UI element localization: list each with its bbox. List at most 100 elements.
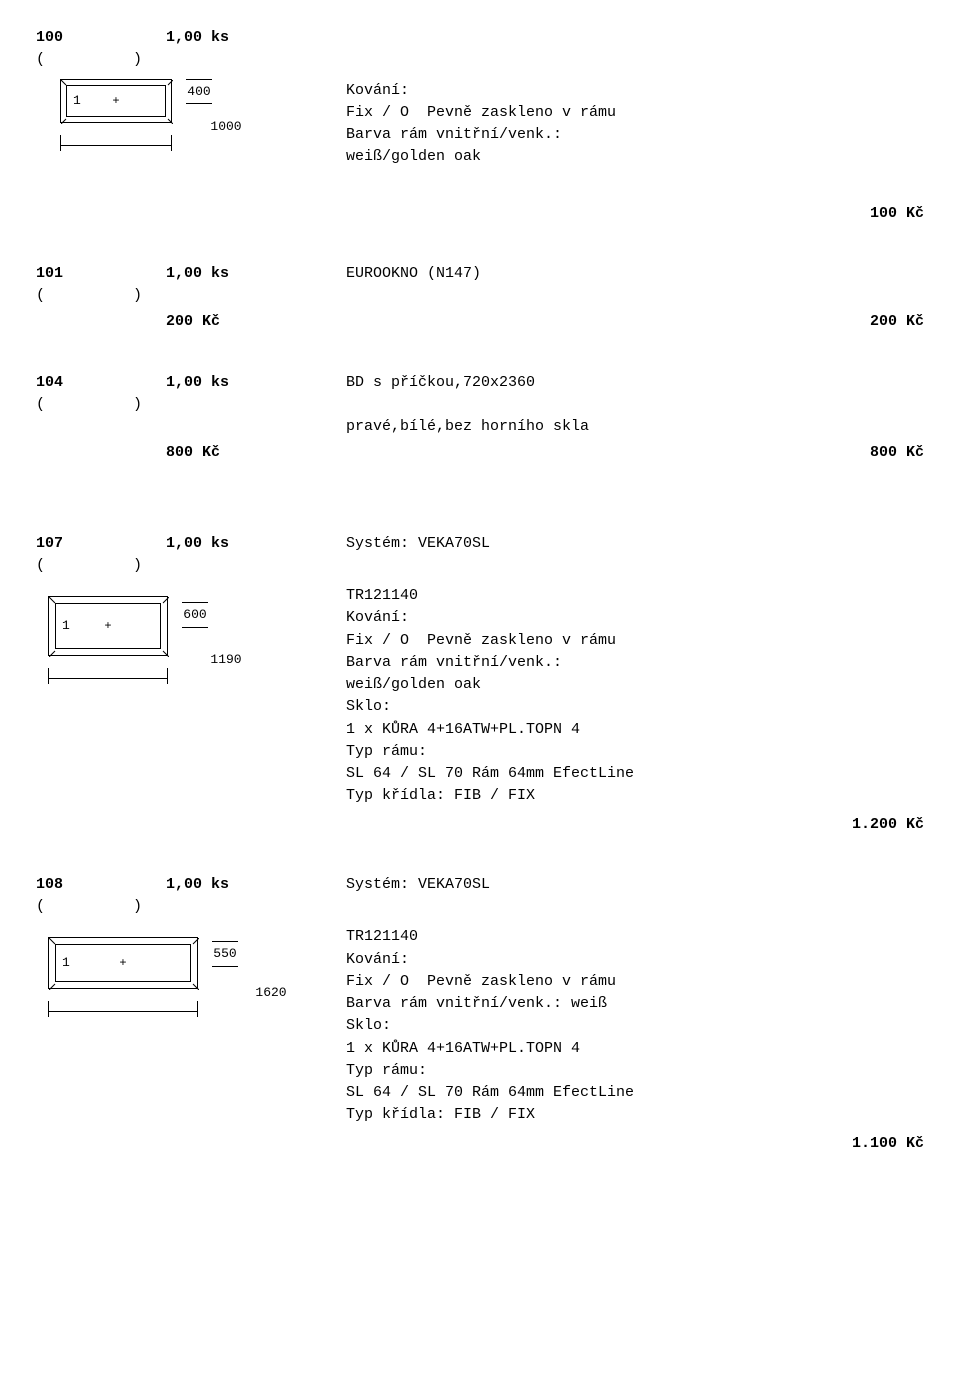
- dim-vertical: 550: [212, 941, 238, 967]
- item-header: 100 1,00 ks: [36, 28, 924, 48]
- description: TR121140 Kování: Fix / O Pevně zaskleno …: [346, 925, 634, 1127]
- window-drawing: 1 + 1000 400: [60, 79, 212, 153]
- price-right: 1.100 Kč: [36, 1134, 924, 1154]
- description: Kování: Fix / O Pevně zaskleno v rámu Ba…: [346, 79, 616, 170]
- subtitle-row: pravé,bílé,bez horního skla: [36, 417, 924, 437]
- crosshair-icon: +: [112, 95, 119, 107]
- description: TR121140 Kování: Fix / O Pevně zaskleno …: [346, 584, 634, 809]
- price-left: 200 Kč: [166, 312, 220, 332]
- item-header: 108 1,00 ks Systém: VEKA70SL: [36, 875, 924, 895]
- item-qty: 1,00 ks: [166, 265, 229, 282]
- dim-horizontal: 1000: [60, 133, 172, 153]
- dim-h-label: 600: [183, 606, 206, 624]
- item-title: Systém: VEKA70SL: [276, 875, 924, 895]
- dim-w-label: 1190: [167, 651, 285, 669]
- paren-right: ): [133, 557, 142, 574]
- item-qty: 1,00 ks: [166, 374, 229, 391]
- item-id: 101: [36, 264, 166, 284]
- desc-line: Barva rám vnitřní/venk.:: [346, 125, 616, 145]
- desc-line: Kování:: [346, 950, 634, 970]
- paren-right: ): [133, 51, 142, 68]
- desc-line: Kování:: [346, 81, 616, 101]
- pane-number: 1: [62, 954, 70, 972]
- dim-horizontal: 1620: [48, 999, 198, 1019]
- desc-line: Typ křídla: FIB / FIX: [346, 786, 634, 806]
- paren-left: (: [36, 557, 45, 574]
- item-title: BD s příčkou,720x2360: [276, 373, 924, 393]
- item-id: 100: [36, 28, 166, 48]
- window-inner: 1 +: [66, 85, 166, 117]
- window-inner: 1 +: [55, 603, 161, 649]
- paren-left: (: [36, 898, 45, 915]
- drawing-col: 1 + 1620 550: [36, 925, 346, 1019]
- dim-horizontal: 1190: [48, 666, 168, 686]
- window-drawing: 1 + 1190 600: [48, 596, 208, 686]
- paren-line: ( ): [36, 556, 924, 576]
- paren-line: ( ): [36, 897, 924, 917]
- desc-line: Kování:: [346, 608, 634, 628]
- desc-line: TR121140: [346, 927, 634, 947]
- pane-number: 1: [73, 92, 81, 110]
- item-108: 108 1,00 ks Systém: VEKA70SL ( ): [36, 875, 924, 1154]
- desc-line: Sklo:: [346, 697, 634, 717]
- item-qty: 1,00 ks: [166, 28, 276, 48]
- item-subtitle: pravé,bílé,bez horního skla: [346, 417, 924, 437]
- dim-h-label: 400: [187, 83, 210, 101]
- item-title: Systém: VEKA70SL: [276, 534, 924, 554]
- item-id: 107: [36, 534, 166, 554]
- paren-left: (: [36, 396, 45, 413]
- paren-right: ): [133, 898, 142, 915]
- price-row: 200 Kč 200 Kč: [36, 312, 924, 332]
- price-row: 800 Kč 800 Kč: [36, 443, 924, 463]
- crosshair-icon: +: [119, 957, 126, 969]
- window-drawing: 1 + 1620 550: [48, 937, 238, 1019]
- desc-line: 1 x KŮRA 4+16ATW+PL.TOPN 4: [346, 720, 634, 740]
- desc-line: Fix / O Pevně zaskleno v rámu: [346, 631, 634, 651]
- paren-line: ( ): [36, 395, 924, 415]
- paren-left: (: [36, 51, 45, 68]
- price-right: 800 Kč: [870, 443, 924, 463]
- content-row: 1 + 1000 400: [36, 79, 924, 170]
- item-104: 104 1,00 ks BD s příčkou,720x2360 ( ) pr…: [36, 373, 924, 464]
- price-left: 800 Kč: [166, 443, 220, 463]
- desc-line: Typ rámu:: [346, 742, 634, 762]
- desc-line: SL 64 / SL 70 Rám 64mm EfectLine: [346, 1083, 634, 1103]
- window-inner: 1 +: [55, 944, 191, 982]
- item-title: EUROOKNO (N147): [276, 264, 924, 284]
- paren-right: ): [133, 396, 142, 413]
- price-right: 200 Kč: [870, 312, 924, 332]
- dim-vertical: 600: [182, 602, 208, 628]
- dim-w-label: 1000: [171, 118, 281, 136]
- item-id: 108: [36, 875, 166, 895]
- item-header: 107 1,00 ks Systém: VEKA70SL: [36, 534, 924, 554]
- price-right: 100 Kč: [36, 204, 924, 224]
- item-101: 101 1,00 ks EUROOKNO (N147) ( ) 200 Kč 2…: [36, 264, 924, 333]
- content-row: 1 + 1190 600: [36, 584, 924, 809]
- desc-line: Fix / O Pevně zaskleno v rámu: [346, 972, 634, 992]
- item-header: 104 1,00 ks BD s příčkou,720x2360: [36, 373, 924, 393]
- desc-line: Typ křídla: FIB / FIX: [346, 1105, 634, 1125]
- dim-h-label: 550: [213, 945, 236, 963]
- desc-line: weiß/golden oak: [346, 147, 616, 167]
- desc-line: SL 64 / SL 70 Rám 64mm EfectLine: [346, 764, 634, 784]
- dim-w-label: 1620: [197, 984, 345, 1002]
- item-qty: 1,00 ks: [166, 876, 229, 893]
- item-100: 100 1,00 ks ( ): [36, 28, 924, 224]
- paren-left: (: [36, 287, 45, 304]
- desc-line: Fix / O Pevně zaskleno v rámu: [346, 103, 616, 123]
- desc-line: 1 x KŮRA 4+16ATW+PL.TOPN 4: [346, 1039, 634, 1059]
- dim-vertical: 400: [186, 79, 212, 105]
- pane-number: 1: [62, 617, 70, 635]
- paren-right: ): [133, 287, 142, 304]
- desc-line: Typ rámu:: [346, 1061, 634, 1081]
- desc-line: Sklo:: [346, 1016, 634, 1036]
- desc-line: Barva rám vnitřní/venk.:: [346, 653, 634, 673]
- item-header: 101 1,00 ks EUROOKNO (N147): [36, 264, 924, 284]
- desc-line: TR121140: [346, 586, 634, 606]
- drawing-col: 1 + 1190 600: [36, 584, 346, 686]
- paren-line: ( ): [36, 50, 924, 70]
- item-qty: 1,00 ks: [166, 535, 229, 552]
- item-id: 104: [36, 373, 166, 393]
- crosshair-icon: +: [104, 620, 111, 632]
- desc-line: weiß/golden oak: [346, 675, 634, 695]
